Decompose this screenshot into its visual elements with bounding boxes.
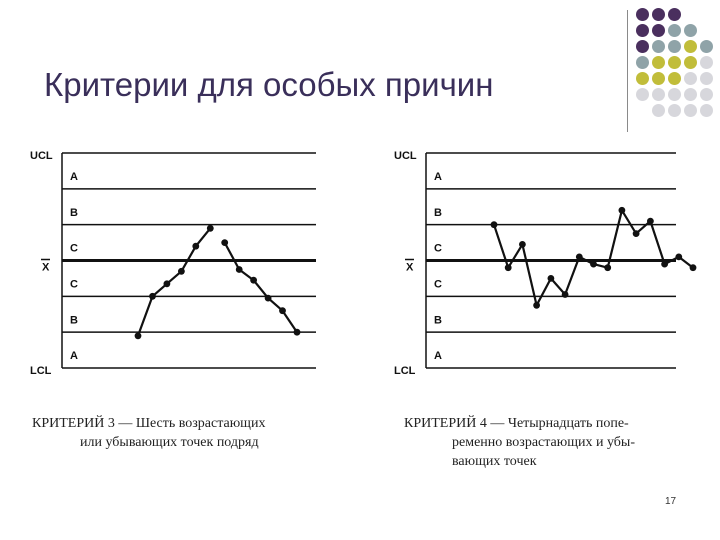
caption-line-1: КРИТЕРИЙ 3 — Шесть возрастающих (32, 416, 266, 431)
data-point (647, 217, 654, 225)
decor-dot (700, 40, 713, 53)
decor-dot (668, 72, 681, 85)
data-point (235, 266, 243, 273)
data-point (192, 242, 200, 250)
data-point (618, 206, 626, 214)
data-point (178, 267, 185, 275)
decor-dot (700, 88, 713, 101)
data-point (490, 221, 498, 229)
zone-label: C (70, 279, 78, 291)
lcl-label: LCL (30, 365, 52, 377)
decor-dot (652, 104, 665, 117)
ucl-label: UCL (30, 150, 53, 162)
slide-title: Критерии для особых причин (44, 66, 494, 103)
data-point (250, 276, 257, 284)
data-point (575, 253, 583, 261)
decor-dot (700, 104, 713, 117)
decor-dot (684, 88, 697, 101)
caption-criterion-4: КРИТЕРИЙ 4 — Четырнадцать попе- ременно … (404, 414, 635, 471)
zone-label: B (434, 314, 442, 326)
decor-dot (652, 8, 665, 21)
series-line (136, 227, 212, 337)
data-point (675, 253, 683, 261)
decor-dot (668, 40, 681, 53)
decor-dot (668, 8, 681, 21)
decor-dot (636, 72, 649, 85)
decor-dot (652, 88, 665, 101)
data-point (149, 292, 156, 300)
ucl-label: UCL (394, 150, 417, 162)
zone-label: B (434, 207, 442, 219)
data-point (533, 301, 540, 309)
data-point (163, 280, 171, 288)
decor-dot (636, 56, 649, 69)
data-point (632, 230, 640, 238)
zone-label: A (70, 350, 78, 362)
center-label: X (42, 262, 50, 274)
decor-dot (652, 56, 665, 69)
decor-dot (668, 24, 681, 37)
data-point (547, 275, 555, 282)
decor-dot (684, 24, 697, 37)
decor-dot (684, 40, 697, 53)
data-point (561, 291, 569, 298)
zone-label: C (70, 243, 78, 255)
decor-dot (652, 72, 665, 85)
data-point (206, 224, 214, 232)
decor-dot (668, 56, 681, 69)
lcl-label: LCL (394, 365, 416, 377)
zone-label: C (434, 279, 442, 291)
caption-line-2: ременно возрастающих и убы- вающих точек (452, 435, 635, 469)
zone-label: A (434, 350, 442, 362)
decorative-dot-grid (636, 8, 720, 134)
decor-dot (636, 40, 649, 53)
zone-label: A (434, 171, 442, 183)
decor-dot (684, 56, 697, 69)
data-point (689, 264, 697, 272)
decor-dot (684, 104, 697, 117)
series-line (223, 242, 298, 333)
title-divider (627, 10, 628, 132)
zone-label: B (70, 314, 78, 326)
data-point (293, 328, 301, 336)
caption-criterion-3: КРИТЕРИЙ 3 — Шесть возрастающих или убыв… (32, 414, 265, 452)
data-point (661, 260, 668, 268)
caption-line-2: или убывающих точек подряд (80, 435, 259, 450)
page-number: 17 (665, 496, 677, 507)
data-point (134, 332, 142, 340)
decor-dot (700, 56, 713, 69)
decor-dot (684, 72, 697, 85)
data-point (279, 307, 286, 315)
caption-line-1: КРИТЕРИЙ 4 — Четырнадцать попе- (404, 416, 629, 431)
decor-dot (700, 72, 713, 85)
data-point (264, 294, 272, 302)
data-point (221, 239, 229, 247)
data-point (604, 264, 612, 272)
zone-label: B (70, 207, 78, 219)
decor-dot (636, 8, 649, 21)
data-point (590, 260, 597, 268)
decor-dot (636, 88, 649, 101)
decor-dot (636, 24, 649, 37)
zone-label: A (70, 171, 78, 183)
decor-dot (652, 40, 665, 53)
decor-dot (668, 104, 681, 117)
center-label: X (406, 262, 414, 274)
zone-label: C (434, 243, 442, 255)
data-point (504, 264, 512, 272)
data-point (519, 241, 526, 248)
decor-dot (668, 88, 681, 101)
decor-dot (652, 24, 665, 37)
